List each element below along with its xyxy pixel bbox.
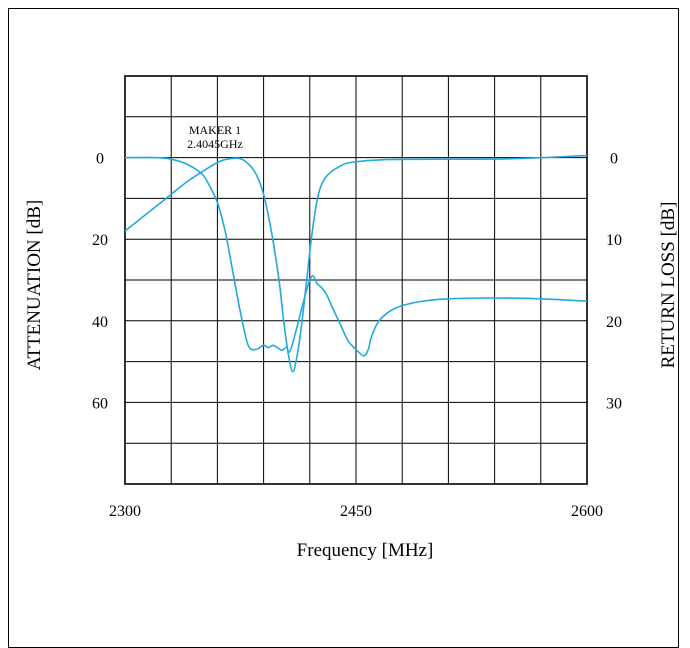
marker-label-line1: MAKER 1 [189,123,241,137]
x-tick-label: 2300 [109,503,141,520]
plot-area [124,75,588,485]
x-tick-label: 2450 [340,503,372,520]
chart: 0 20 40 60 0 10 20 30 2300 2450 2600 MAKER 1 2.404… [24,75,679,561]
right-tick-label: 20 [606,314,622,331]
x-tick-label: 2600 [571,503,603,520]
right-axis-title: RETURN LOSS [dB] [658,202,679,369]
marker-label-line2: 2.4045GHz [187,137,243,151]
left-tick-label: 60 [92,395,108,412]
series-group [124,154,588,373]
left-tick-label: 20 [92,232,108,249]
left-axis-title: ATTENUATION [dB] [24,200,45,370]
left-tick-label: 0 [96,151,104,168]
x-axis-title: Frequency [MHz] [297,540,434,561]
plot-grid [125,76,587,484]
right-tick-label: 0 [610,151,618,168]
right-tick-label: 10 [606,232,622,249]
left-tick-label: 40 [92,314,108,331]
right-tick-label: 30 [606,395,622,412]
tick-labels: 0 20 40 60 0 10 20 30 2300 2450 2600 [92,151,622,520]
return-loss-curve [124,156,588,357]
